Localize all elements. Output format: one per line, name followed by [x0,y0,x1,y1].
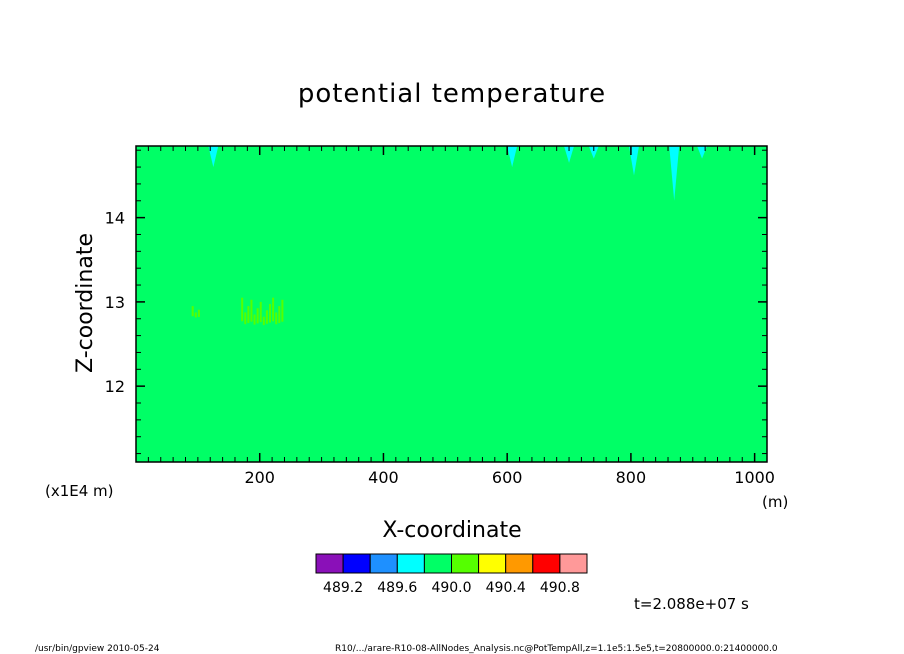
colorbar-swatch [423,553,452,574]
colorbar-swatch [369,553,398,574]
colorbar-swatch [559,553,588,574]
chart-title: potential temperature [298,79,606,109]
plot-frame [135,145,768,463]
x-tick-label: 600 [492,468,523,487]
green-patch-stroke [281,299,284,322]
green-patch-stroke [265,310,268,324]
cyan-spike [697,146,708,159]
time-label: t=2.088e+07 s [634,595,749,613]
colorbar-swatch [532,553,561,574]
colorbar-swatch [451,553,480,574]
colorbar-swatch [478,553,507,574]
colorbar-swatch [315,553,344,574]
colorbar-label: 490.8 [540,580,580,596]
green-patch-stroke [241,297,244,322]
green-patch-stroke [191,306,194,317]
axis-ticks: 200 400 600 800 1000 12 13 14 [105,146,775,487]
green-patch-stroke [259,301,262,323]
green-patch-stroke [197,309,200,317]
green-patch-stroke [256,308,259,324]
green-patch-stroke [247,306,250,323]
green-patch-stroke [250,299,253,322]
green-patch-stroke [269,304,272,323]
colorbar-swatch [396,553,425,574]
colorbar-swatch [342,553,371,574]
y-unit-label: (x1E4 m) [45,482,114,500]
y-tick-label: 14 [105,209,125,228]
cyan-spike [564,146,575,163]
y-tick-label: 13 [105,293,125,312]
cyan-spike [669,146,680,201]
plot-area: 200 400 600 800 1000 12 13 14 [105,145,775,487]
colorbar-swatch [505,553,534,574]
y-axis-label: Z-coordinate [73,233,98,373]
cyan-spike [208,146,219,168]
x-unit-label: (m) [762,493,788,511]
colorbar: 489.2 489.6 490.0 490.4 490.8 [315,553,588,596]
colorbar-label: 490.0 [431,580,471,596]
green-patch-stroke [272,297,275,322]
cyan-spike [507,146,518,168]
x-tick-label: 400 [368,468,399,487]
colorbar-label: 490.4 [486,580,526,596]
green-patch-stroke [253,314,256,325]
colorbar-label: 489.2 [323,580,363,596]
colorbar-label: 489.6 [377,580,417,596]
green-patch-stroke [278,306,281,323]
x-tick-label: 800 [616,468,647,487]
green-patch-stroke [275,312,278,325]
green-patch-stroke [194,312,197,318]
x-tick-label: 1000 [734,468,775,487]
x-axis-label: X-coordinate [382,518,521,543]
y-tick-label: 12 [105,377,125,396]
field-background [136,146,767,462]
x-tick-label: 200 [244,468,275,487]
green-patch-stroke [244,312,247,325]
footer-left: /usr/bin/gpview 2010-05-24 [35,644,160,654]
green-patch-stroke [262,316,265,326]
footer-right: R10/.../arare-R10-08-AllNodes_Analysis.n… [335,644,778,654]
cyan-spike [588,146,599,159]
